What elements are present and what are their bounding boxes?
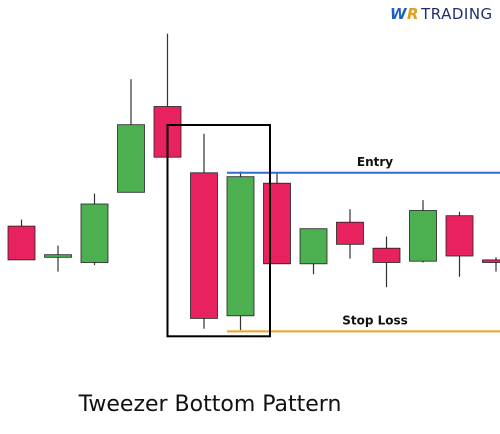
bearish-candle [445, 215, 474, 257]
bearish-candle [190, 172, 218, 319]
entry-label: Entry [357, 155, 393, 169]
brand-logo: WR TRADING [390, 5, 493, 23]
logo-w: W [390, 5, 408, 23]
candles-group [7, 33, 500, 331]
levels-group: Entry Stop Loss [227, 155, 500, 333]
bullish-candle [226, 176, 255, 317]
bullish-candle [299, 228, 328, 265]
bullish-candle [80, 203, 109, 263]
chart-caption: Tweezer Bottom Pattern [78, 392, 342, 417]
bearish-candle [263, 182, 291, 265]
logo-text: TRADING [421, 5, 493, 23]
bearish-candle [482, 259, 500, 263]
bearish-candle [7, 225, 36, 261]
bullish-candle [44, 254, 72, 258]
bearish-candle [372, 247, 401, 263]
bullish-candle [409, 210, 437, 262]
pattern-box [166, 124, 271, 338]
bullish-candle [117, 124, 145, 193]
stop-loss-label: Stop Loss [342, 313, 408, 327]
bearish-candle [336, 221, 364, 245]
logo-r: R [407, 5, 420, 23]
